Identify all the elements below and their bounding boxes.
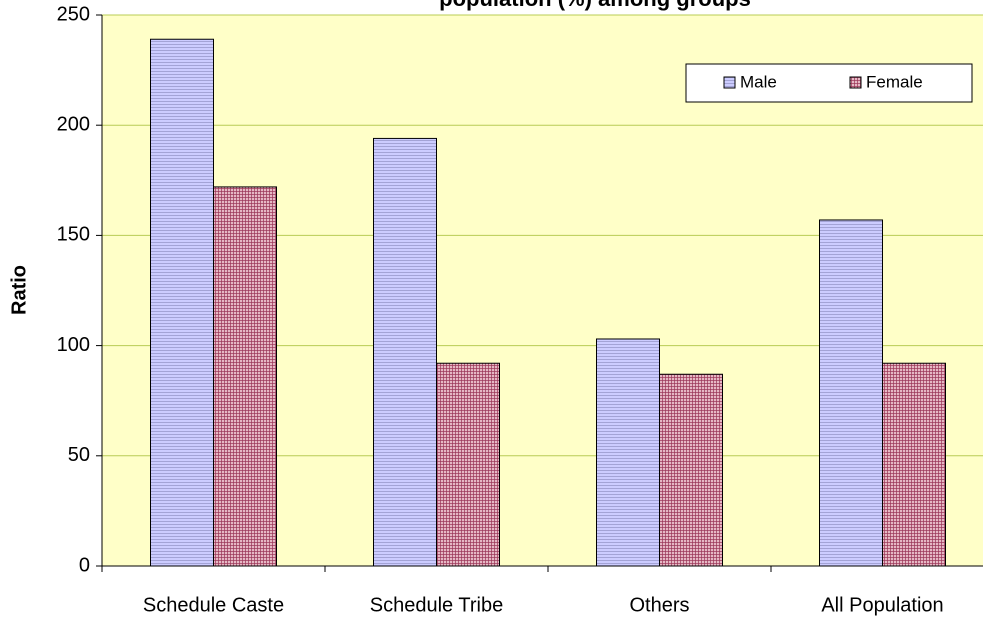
bar (882, 362, 946, 567)
chart-title: population (%) among groups (439, 0, 751, 11)
legend-swatch (849, 76, 862, 89)
y-tick-label: 0 (79, 554, 90, 576)
x-tick-label: All Population (821, 594, 943, 616)
bar (436, 362, 500, 567)
x-tick-label: Others (629, 594, 689, 616)
bar (373, 137, 437, 567)
x-tick-label: Schedule Tribe (370, 594, 503, 616)
x-tick-label: Schedule Caste (143, 594, 284, 616)
bar (596, 338, 660, 567)
legend-swatch (723, 76, 736, 89)
bar (659, 373, 723, 567)
y-axis-label: Ratio (8, 265, 30, 315)
y-tick-label: 100 (57, 334, 90, 356)
y-tick-label: 50 (68, 444, 90, 466)
bar (150, 38, 214, 567)
y-tick-label: 250 (57, 3, 90, 25)
bar (213, 186, 277, 567)
y-tick-label: 200 (57, 113, 90, 135)
legend: Male Female (685, 63, 973, 103)
legend-label: Male (740, 72, 777, 91)
bar (819, 219, 883, 567)
legend-label: Female (866, 72, 923, 91)
y-tick-label: 150 (57, 224, 90, 246)
